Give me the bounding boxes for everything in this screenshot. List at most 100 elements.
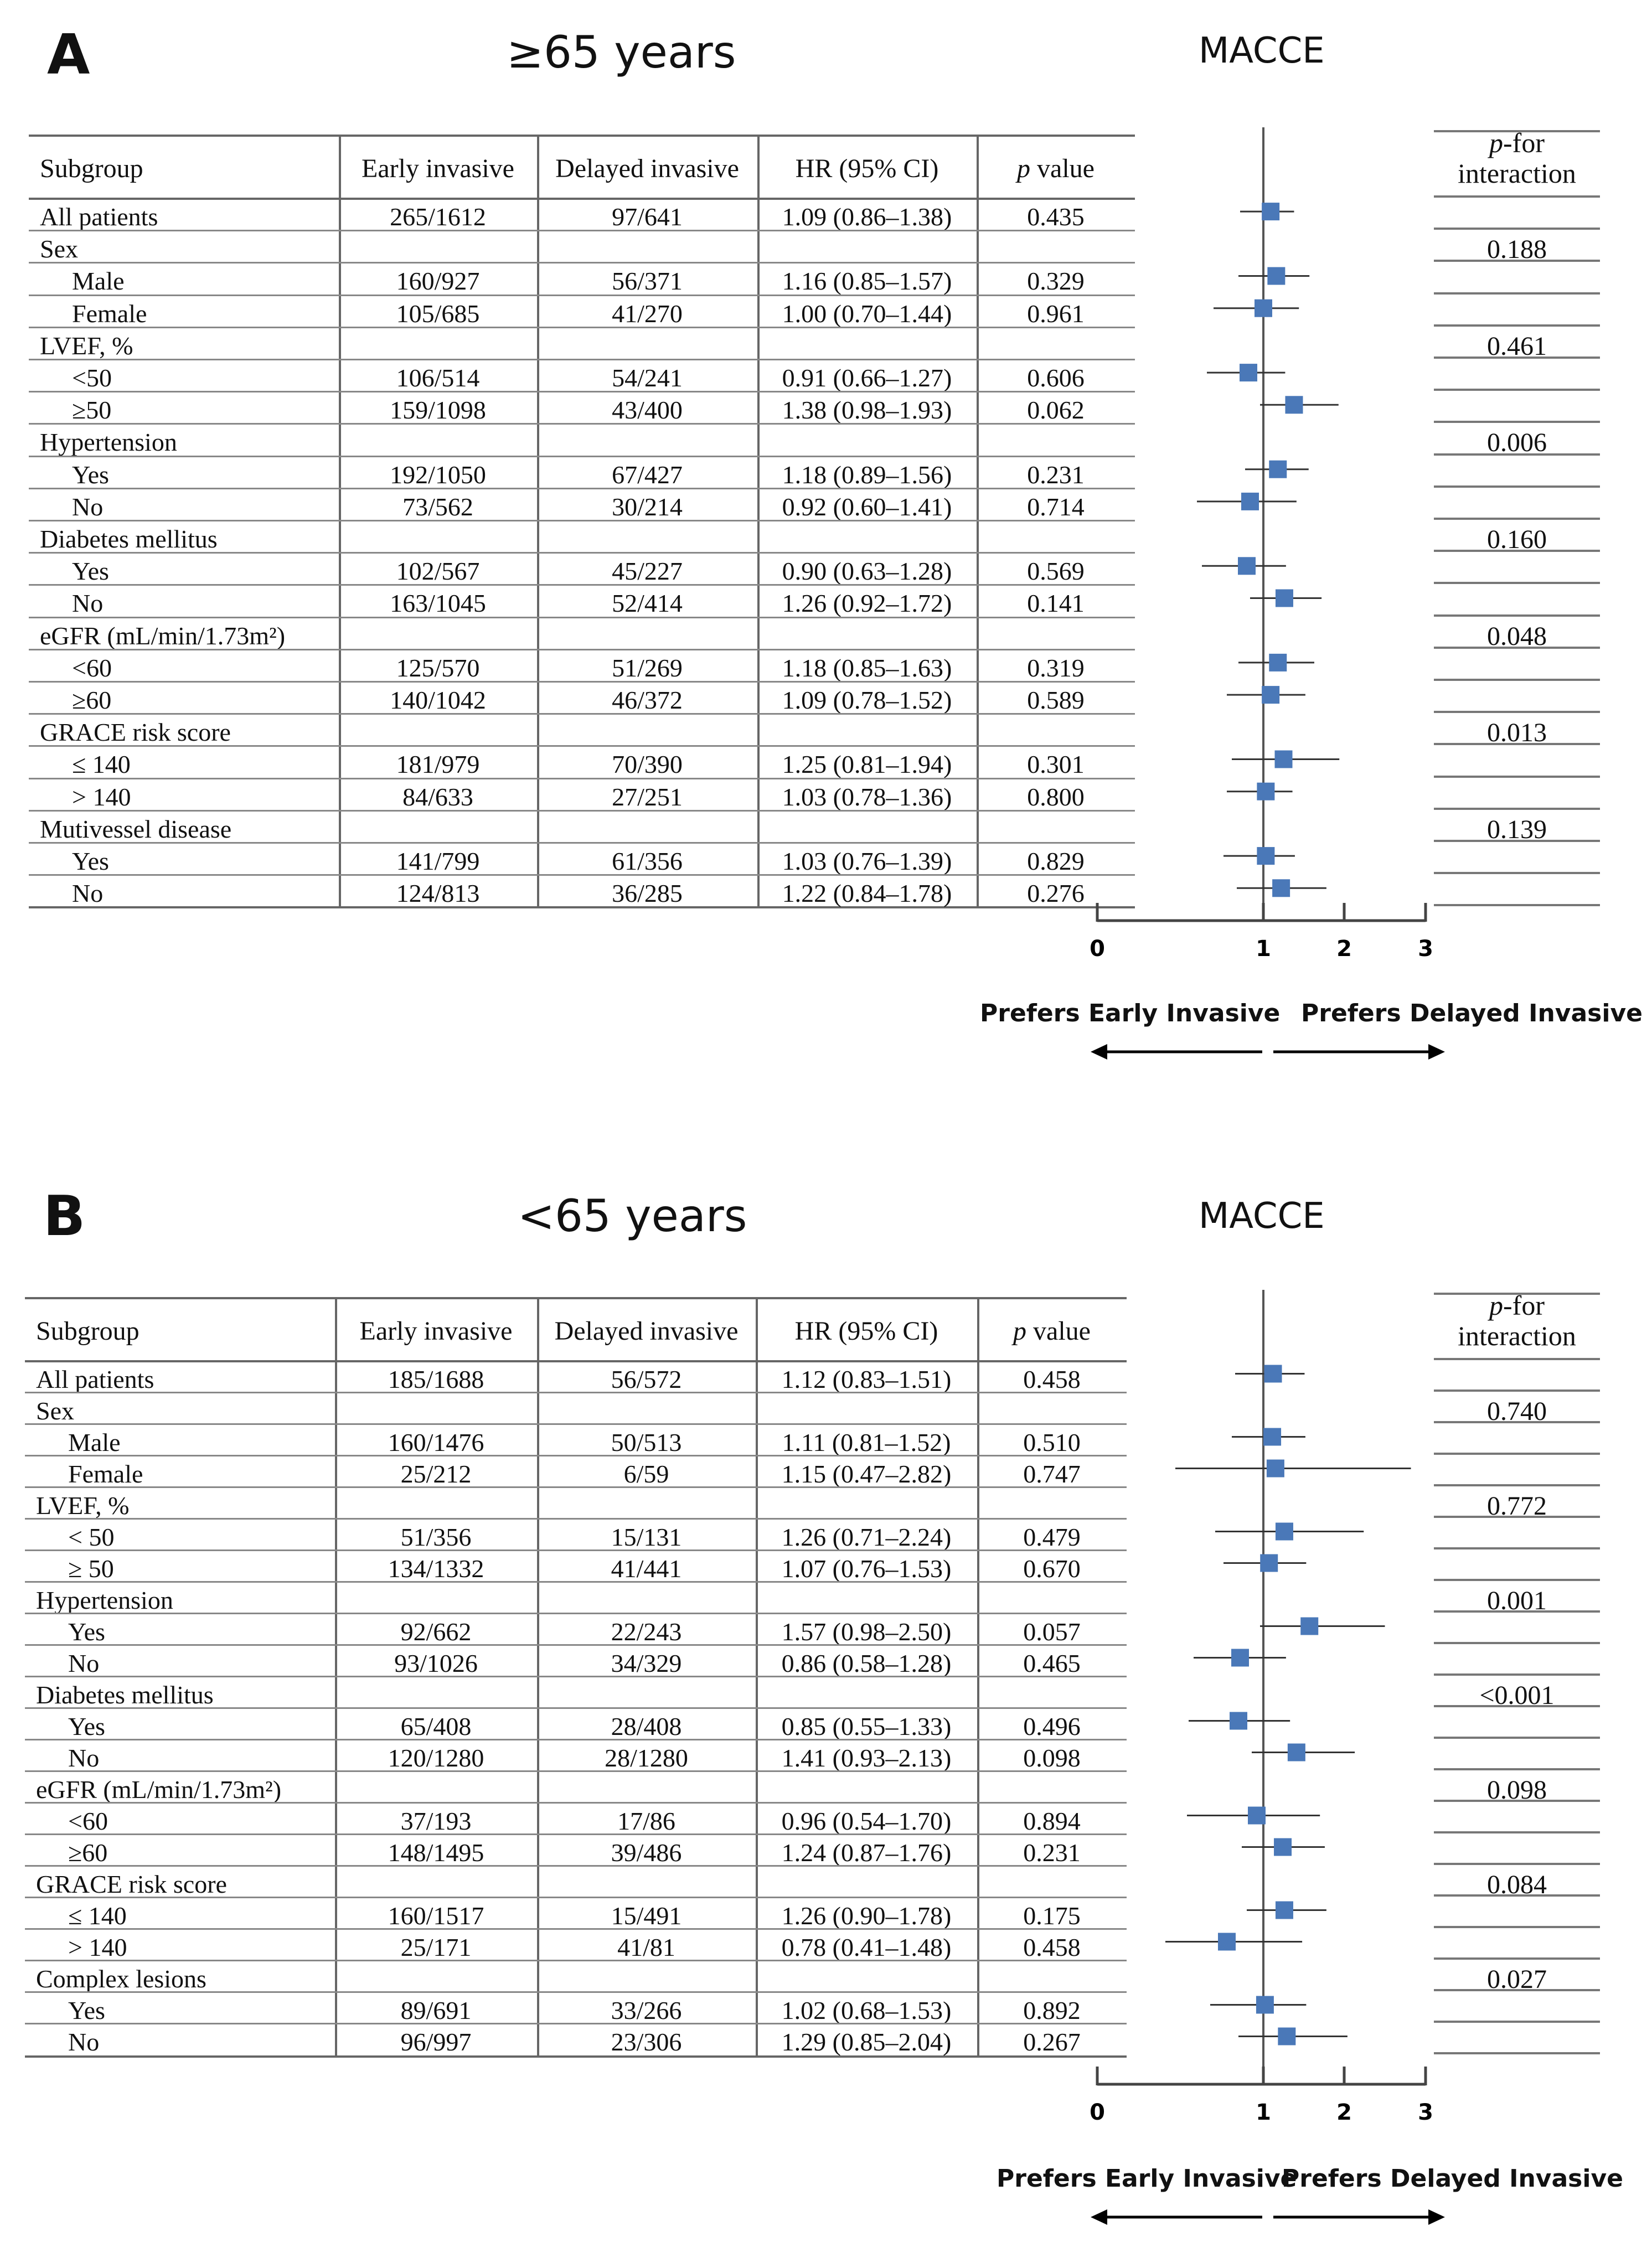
- header-p-interaction: p-for interaction: [1458, 1290, 1576, 1351]
- row-label: > 140: [72, 782, 131, 811]
- row-divider: [29, 487, 1135, 489]
- p-interaction-value: 0.461: [1487, 331, 1547, 361]
- p-interaction-rule: [1434, 1863, 1600, 1865]
- p-interaction-rule: [1434, 324, 1600, 327]
- x-tick-label: 1: [1256, 936, 1271, 962]
- panel-outcome: MACCE: [1199, 30, 1325, 71]
- header-hr: HR (95% CI): [794, 1316, 938, 1346]
- p-interaction-rule: [1434, 1642, 1600, 1644]
- cell-hr: 0.96 (0.54–1.70): [781, 1807, 952, 1835]
- cell-hr: 1.15 (0.47–2.82): [781, 1460, 952, 1488]
- row-divider: [25, 1833, 1127, 1835]
- cell-p-value: 0.175: [1023, 1902, 1081, 1930]
- cell-early-invasive: 141/799: [396, 847, 480, 875]
- cell-p-value: 0.231: [1023, 1838, 1081, 1867]
- cell-hr: 1.26 (0.90–1.78): [781, 1902, 952, 1930]
- row-divider: [25, 1392, 1127, 1393]
- p-interaction-rule: [1434, 1293, 1600, 1295]
- p-interaction-rule: [1434, 453, 1600, 456]
- row-label: Yes: [72, 460, 109, 489]
- cell-p-value: 0.098: [1023, 1744, 1081, 1772]
- cell-early-invasive: 96/997: [400, 2028, 472, 2056]
- cell-delayed-invasive: 50/513: [611, 1428, 682, 1456]
- cell-early-invasive: 92/662: [400, 1618, 472, 1646]
- row-label: Yes: [68, 1996, 105, 2024]
- row-divider: [29, 455, 1135, 457]
- column-divider: [757, 137, 760, 906]
- cell-early-invasive: 192/1050: [390, 460, 486, 489]
- hr-marker: [1262, 686, 1280, 704]
- cell-p-value: 0.496: [1023, 1712, 1081, 1740]
- p-interaction-value: 0.006: [1487, 428, 1547, 458]
- right-arrow-head: [1428, 2209, 1445, 2225]
- left-direction-label: Prefers Early Invasive: [980, 999, 1281, 1027]
- p-interaction-rule: [1434, 840, 1600, 842]
- cell-hr: 1.26 (0.92–1.72): [782, 589, 952, 618]
- p-interaction-rule: [1434, 357, 1600, 359]
- row-divider: [29, 842, 1135, 844]
- cell-p-value: 0.276: [1027, 879, 1085, 908]
- right-arrow-head: [1428, 1044, 1445, 1060]
- hr-marker: [1255, 299, 1272, 317]
- row-label: eGFR (mL/min/1.73m²): [40, 621, 286, 650]
- panel-letter: A: [47, 22, 90, 87]
- row-divider: [25, 1455, 1127, 1456]
- p-interaction-rule: [1434, 550, 1600, 552]
- cell-hr: 0.78 (0.41–1.48): [781, 1933, 952, 1961]
- cell-early-invasive: 93/1026: [394, 1649, 478, 1677]
- x-tick-label: 2: [1336, 2100, 1352, 2125]
- cell-hr: 1.22 (0.84–1.78): [782, 879, 952, 908]
- row-label: No: [68, 1649, 100, 1677]
- cell-p-value: 0.961: [1027, 299, 1085, 328]
- cell-early-invasive: 159/1098: [390, 396, 486, 425]
- x-tick-label: 1: [1256, 2100, 1271, 2125]
- cell-hr: 0.91 (0.66–1.27): [782, 364, 952, 392]
- row-divider: [29, 262, 1135, 264]
- hr-marker: [1262, 203, 1280, 221]
- row-label: Diabetes mellitus: [40, 525, 218, 553]
- p-interaction-rule: [1434, 2021, 1600, 2023]
- p-interaction-rule: [1434, 292, 1600, 295]
- p-interaction-rule: [1434, 904, 1600, 907]
- row-divider: [25, 1928, 1127, 1930]
- cell-delayed-invasive: 34/329: [611, 1649, 682, 1677]
- cell-delayed-invasive: 30/214: [612, 492, 683, 521]
- cell-early-invasive: 25/212: [400, 1460, 472, 1488]
- cell-delayed-invasive: 54/241: [612, 364, 683, 392]
- cell-hr: 0.85 (0.55–1.33): [781, 1712, 952, 1740]
- row-divider: [29, 391, 1135, 393]
- cell-p-value: 0.892: [1023, 1996, 1081, 2024]
- header-p-interaction: p-for interaction: [1458, 127, 1576, 189]
- p-interaction-value: 0.013: [1487, 718, 1547, 748]
- hr-marker: [1264, 1365, 1282, 1383]
- row-divider: [29, 874, 1135, 876]
- cell-hr: 1.00 (0.70–1.44): [782, 299, 952, 328]
- cell-delayed-invasive: 97/641: [612, 203, 683, 231]
- forest-plot: 0 1 2 3: [1090, 1290, 1433, 2125]
- cell-delayed-invasive: 43/400: [612, 396, 683, 425]
- cell-early-invasive: 148/1495: [388, 1838, 484, 1867]
- row-label: Male: [72, 267, 125, 296]
- cell-hr: 1.29 (0.85–2.04): [781, 2028, 952, 2056]
- row-label: Female: [68, 1460, 143, 1488]
- cell-delayed-invasive: 52/414: [612, 589, 683, 618]
- row-label: LVEF, %: [36, 1491, 130, 1520]
- cell-early-invasive: 51/356: [400, 1523, 472, 1551]
- cell-p-value: 0.141: [1027, 589, 1085, 618]
- p-interaction-rule: [1434, 421, 1600, 423]
- row-divider: [25, 1770, 1127, 1772]
- row-divider: [29, 584, 1135, 586]
- row-divider: [29, 359, 1135, 360]
- column-divider: [339, 137, 341, 906]
- row-divider: [25, 2023, 1127, 2024]
- hr-marker: [1275, 589, 1293, 607]
- row-divider: [25, 1613, 1127, 1614]
- panel-title: ≥65 years: [507, 27, 736, 78]
- p-interaction-rule: [1434, 1737, 1600, 1739]
- row-label: <50: [72, 364, 112, 392]
- p-interaction-rule: [1434, 1673, 1600, 1676]
- cell-hr: 1.12 (0.83–1.51): [781, 1365, 952, 1393]
- p-interaction-rule: [1434, 1358, 1600, 1360]
- cell-p-value: 0.057: [1023, 1618, 1081, 1646]
- row-label: Yes: [68, 1618, 105, 1646]
